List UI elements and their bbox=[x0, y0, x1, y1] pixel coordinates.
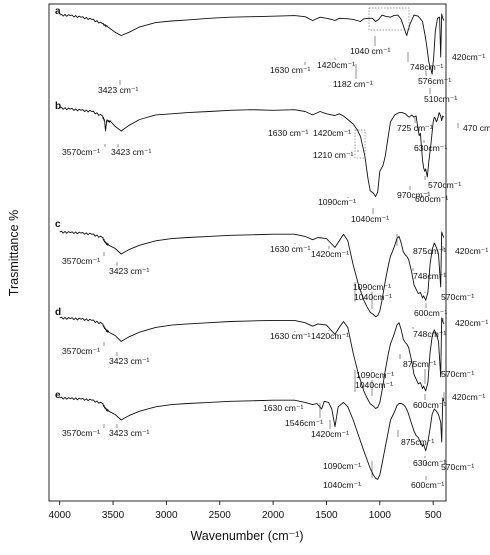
series-e-line bbox=[59, 396, 445, 480]
x-tick-label-1000: 1000 bbox=[369, 510, 392, 521]
peak-label-c-5: 748cm⁻¹ bbox=[413, 271, 446, 281]
peak-label-a-6: 576cm⁻¹ bbox=[418, 76, 451, 86]
plot-frame bbox=[48, 3, 447, 502]
annotation-leaders bbox=[103, 7, 459, 480]
series-b-line bbox=[59, 106, 445, 198]
peak-label-c-9: 570cm⁻¹ bbox=[441, 292, 474, 302]
panel-labels: a b c d e bbox=[55, 6, 61, 401]
peak-label-e-8: 1040cm⁻¹ bbox=[323, 480, 361, 490]
y-axis-label: Trasmittance % bbox=[7, 210, 21, 296]
peak-label-c-1: 3423 cm⁻¹ bbox=[109, 266, 149, 276]
dotted-guide-a bbox=[368, 7, 410, 31]
series-c-line bbox=[59, 230, 445, 318]
x-tick-label-2000: 2000 bbox=[262, 510, 285, 521]
peak-label-d-6: 1090cm⁻¹ bbox=[356, 370, 394, 380]
peak-label-e-4: 1420cm⁻¹ bbox=[311, 429, 349, 439]
peak-label-a-8: 420cm⁻¹ bbox=[452, 52, 485, 62]
x-tick-label-3000: 3000 bbox=[155, 510, 178, 521]
peak-label-d-9: 570cm⁻¹ bbox=[441, 369, 474, 379]
peak-label-e-9: 600cm⁻¹ bbox=[411, 480, 444, 490]
peak-label-b-4: 1210 cm⁻¹ bbox=[313, 150, 353, 160]
peak-label-a-3: 1182 cm⁻¹ bbox=[333, 79, 373, 89]
x-tick-label-3500: 3500 bbox=[102, 510, 125, 521]
peak-label-d-7: 1040cm⁻¹ bbox=[355, 380, 393, 390]
peak-label-c-4: 875cm⁻¹ bbox=[413, 246, 446, 256]
peak-label-c-6: 1090cm⁻¹ bbox=[353, 282, 391, 292]
series-a-line bbox=[59, 13, 445, 75]
x-tick-label-2500: 2500 bbox=[209, 510, 232, 521]
peak-label-b-3: 1420cm⁻¹ bbox=[313, 128, 351, 138]
peak-label-d-2: 1630 cm⁻¹ bbox=[270, 331, 310, 341]
peak-label-b-2: 1630 cm⁻¹ bbox=[268, 128, 308, 138]
peak-label-c-3: 1420cm⁻¹ bbox=[311, 249, 349, 259]
peak-label-b-9: 630cm⁻¹ bbox=[414, 143, 447, 153]
peak-label-c-10: 420cm⁻¹ bbox=[455, 246, 488, 256]
peak-label-d-10: 420cm⁻¹ bbox=[455, 318, 488, 328]
peak-label-b-8: 725 cm⁻¹ bbox=[397, 123, 433, 133]
peak-label-d-0: 3570cm⁻¹ bbox=[62, 346, 100, 356]
peak-label-b-7: 970cm⁻¹ bbox=[397, 190, 430, 200]
peak-label-b-0: 3570cm⁻¹ bbox=[62, 147, 100, 157]
peak-label-e-10: 570cm⁻¹ bbox=[441, 462, 474, 472]
peak-label-e-6: 630cm⁻¹ bbox=[413, 458, 446, 468]
peak-label-b-12: 600cm⁻¹ bbox=[415, 194, 448, 204]
x-tick-label-500: 500 bbox=[425, 510, 442, 521]
peak-label-e-3: 1546cm⁻¹ bbox=[285, 418, 323, 428]
peak-label-a-2: 1420cm⁻¹ bbox=[317, 60, 355, 70]
peak-label-e-1: 3423 cm⁻¹ bbox=[109, 428, 149, 438]
peak-label-e-5: 875cm⁻¹ bbox=[401, 437, 434, 447]
panel-label-e: e bbox=[55, 390, 61, 401]
peak-label-e-11: 420cm⁻¹ bbox=[452, 392, 485, 402]
peak-label-b-5: 1090cm⁻¹ bbox=[318, 197, 356, 207]
peak-label-d-3: 1420cm⁻¹ bbox=[311, 331, 349, 341]
panel-label-a: a bbox=[55, 6, 61, 17]
x-axis-label: Wavenumber (cm⁻¹) bbox=[190, 529, 303, 543]
peak-label-d-5: 875cm⁻¹ bbox=[403, 359, 436, 369]
spectra-group bbox=[59, 13, 445, 480]
peak-label-a-1: 1630 cm⁻¹ bbox=[270, 65, 310, 75]
peak-label-b-6: 1040cm⁻¹ bbox=[351, 214, 389, 224]
peak-label-b-10: 470 cm⁻¹ bbox=[463, 123, 490, 133]
peak-label-e-2: 1630 cm⁻¹ bbox=[263, 403, 303, 413]
dotted-guide-b bbox=[354, 129, 366, 159]
peak-label-c-8: 600cm⁻¹ bbox=[414, 308, 447, 318]
peak-label-c-0: 3570cm⁻¹ bbox=[62, 256, 100, 266]
peak-label-b-1: 3423 cm⁻¹ bbox=[111, 147, 151, 157]
peak-label-b-11: 570cm⁻¹ bbox=[428, 180, 461, 190]
peak-label-a-5: 748cm⁻¹ bbox=[410, 62, 443, 72]
x-tick-label-1500: 1500 bbox=[315, 510, 338, 521]
peak-label-a-0: 3423 cm⁻¹ bbox=[98, 85, 138, 95]
peak-label-d-8: 600cm⁻¹ bbox=[413, 400, 446, 410]
peak-label-e-7: 1090cm⁻¹ bbox=[323, 461, 361, 471]
panel-label-b: b bbox=[55, 101, 61, 112]
panel-label-d: d bbox=[55, 307, 61, 318]
peak-label-d-4: 748cm⁻¹ bbox=[413, 329, 446, 339]
series-d-line bbox=[59, 316, 445, 409]
peak-label-a-7: 510cm⁻¹ bbox=[424, 94, 457, 104]
x-tick-label-4000: 4000 bbox=[49, 510, 72, 521]
peak-label-c-7: 1040cm⁻¹ bbox=[354, 292, 392, 302]
peak-label-c-2: 1630 cm⁻¹ bbox=[270, 244, 310, 254]
panel-label-c: c bbox=[55, 219, 61, 230]
x-axis-ticks: 4000 3500 3000 2500 2000 1500 1000 500 bbox=[49, 501, 442, 521]
peak-label-a-4: 1040 cm⁻¹ bbox=[350, 46, 390, 56]
peak-label-d-1: 3423 cm⁻¹ bbox=[109, 356, 149, 366]
peak-label-e-0: 3570cm⁻¹ bbox=[62, 428, 100, 438]
